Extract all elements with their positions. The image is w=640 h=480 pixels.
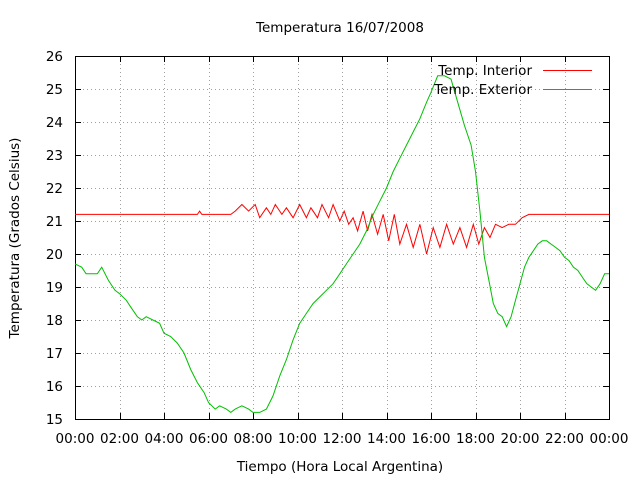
x-tick-label: 22:00 <box>545 431 584 447</box>
y-tick-label: 17 <box>46 346 63 362</box>
y-tick-label: 16 <box>46 379 63 395</box>
x-tick-label: 16:00 <box>412 431 451 447</box>
x-tick-label: 02:00 <box>100 431 139 447</box>
series-line-interior <box>75 203 609 255</box>
x-tick-label: 14:00 <box>367 431 406 447</box>
y-tick-label: 20 <box>46 247 63 263</box>
x-tick-label: 20:00 <box>501 431 540 447</box>
legend-label: Temp. Exterior <box>433 82 532 98</box>
grid <box>75 56 609 419</box>
x-tick-label: 06:00 <box>189 431 228 447</box>
x-tick-label: 10:00 <box>278 431 317 447</box>
y-tick-label: 25 <box>46 82 63 98</box>
series-line-exterior <box>74 75 609 414</box>
y-tick-label: 19 <box>46 280 63 296</box>
x-tick-label: 00:00 <box>590 431 629 447</box>
y-tick-label: 26 <box>46 49 63 65</box>
legend-label: Temp. Interior <box>437 63 532 79</box>
y-tick-labels: 15 16 17 18 19 20 21 22 23 24 25 26 <box>46 49 63 428</box>
x-tick-label: 04:00 <box>145 431 184 447</box>
series-lines <box>74 75 609 414</box>
legend: Temp. Interior Temp. Exterior <box>433 63 592 98</box>
y-axis-label: Temperatura (Grados Celsius) <box>7 138 23 340</box>
x-tick-label: 12:00 <box>323 431 362 447</box>
y-tick-label: 21 <box>46 214 63 230</box>
y-tick-label: 22 <box>46 181 63 197</box>
y-tick-label: 15 <box>46 412 63 428</box>
x-tick-label: 08:00 <box>234 431 273 447</box>
plot-frame <box>75 56 610 420</box>
y-tick-label: 23 <box>46 148 63 164</box>
chart-title: Temperatura 16/07/2008 <box>255 20 424 36</box>
axis-ticks <box>75 56 610 420</box>
y-tick-label: 24 <box>46 115 63 131</box>
x-tick-label: 18:00 <box>456 431 495 447</box>
x-tick-label: 00:00 <box>56 431 95 447</box>
y-tick-label: 18 <box>46 313 63 329</box>
x-axis-label: Tiempo (Hora Local Argentina) <box>236 459 443 475</box>
x-tick-labels: 00:00 02:00 04:00 06:00 08:00 10:00 12:00 14:00… <box>56 431 629 447</box>
